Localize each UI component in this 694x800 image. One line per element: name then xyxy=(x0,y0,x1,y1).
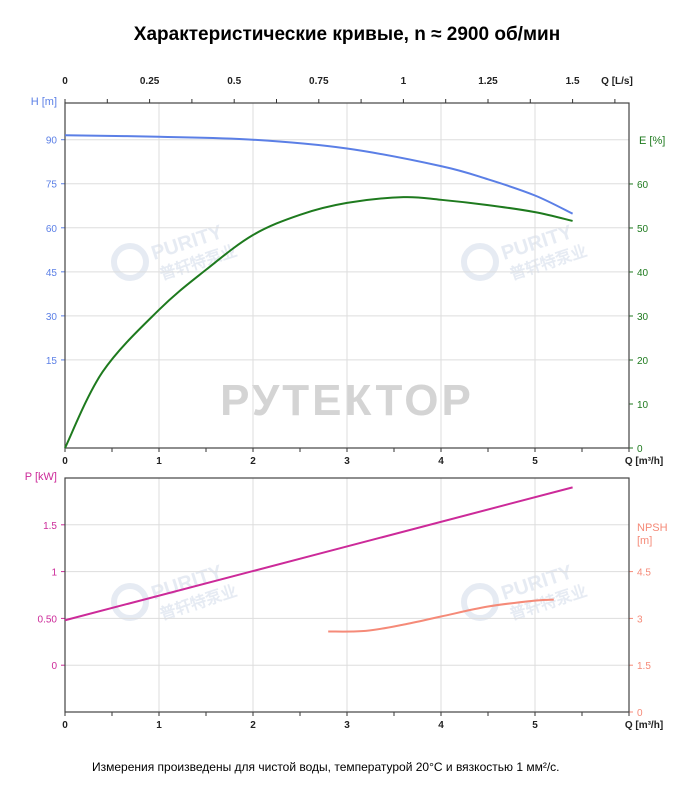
x-tick-label: 1 xyxy=(156,456,162,467)
y-axis-label: P [kW] xyxy=(25,471,57,483)
x-tick-label: 2 xyxy=(250,456,256,467)
watermark-brand: РУТЕКТОР xyxy=(220,376,474,425)
x-tick-label: 1 xyxy=(156,720,162,731)
y2-tick-label: 4.5 xyxy=(637,568,651,579)
y-tick-label: 75 xyxy=(46,180,58,191)
series-line-npsh xyxy=(328,598,554,633)
x-tick-label: 5 xyxy=(532,456,538,467)
y-tick-label: 1.5 xyxy=(43,521,57,532)
x2-tick-label: 1.25 xyxy=(478,76,498,87)
x-axis-label: Q [m³/h] xyxy=(625,456,663,467)
y2-tick-label: 60 xyxy=(637,180,649,191)
y-tick-label: 60 xyxy=(46,224,58,235)
x-tick-label: 0 xyxy=(62,720,68,731)
x-axis-label: Q [m³/h] xyxy=(625,720,663,731)
x2-tick-label: 1.5 xyxy=(566,76,580,87)
x2-tick-label: 1 xyxy=(401,76,407,87)
y2-tick-label: 10 xyxy=(637,400,649,411)
footnote: Измерения произведены для чистой воды, т… xyxy=(92,760,560,774)
y2-tick-label: 20 xyxy=(637,356,649,367)
y2-tick-label: 50 xyxy=(637,224,649,235)
y2-tick-label: 40 xyxy=(637,268,649,279)
x-tick-label: 4 xyxy=(438,720,444,731)
y-tick-label: 15 xyxy=(46,356,58,367)
series-line-e xyxy=(64,196,573,449)
x-tick-label: 2 xyxy=(250,720,256,731)
watermark-logo-icon xyxy=(461,243,499,281)
x2-tick-label: 0.5 xyxy=(227,76,241,87)
x-tick-label: 5 xyxy=(532,720,538,731)
x2-tick-label: 0 xyxy=(62,76,68,87)
series-line-h xyxy=(64,134,574,215)
y-tick-label: 90 xyxy=(46,136,58,147)
y2-tick-label: 1.5 xyxy=(637,661,651,672)
x-tick-label: 4 xyxy=(438,456,444,467)
y-tick-label: 30 xyxy=(46,312,58,323)
x2-tick-label: 0.75 xyxy=(309,76,329,87)
y2-axis-label: NPSH xyxy=(637,522,668,534)
x2-axis-label: Q [L/s] xyxy=(601,76,633,87)
y-tick-label: 0 xyxy=(51,661,57,672)
y-tick-label: 45 xyxy=(46,268,58,279)
x-tick-label: 0 xyxy=(62,456,68,467)
x2-tick-label: 0.25 xyxy=(140,76,160,87)
chart-title: Характеристические кривые, n ≈ 2900 об/м… xyxy=(133,24,561,45)
y2-tick-label: 0 xyxy=(637,708,643,719)
y-tick-label: 1 xyxy=(51,568,57,579)
plot-frame xyxy=(64,477,630,713)
x-tick-label: 3 xyxy=(344,456,350,467)
x-tick-label: 3 xyxy=(344,720,350,731)
y2-tick-label: 0 xyxy=(637,444,643,455)
y2-tick-label: 3 xyxy=(637,614,643,625)
series-line-p xyxy=(64,486,573,622)
y-axis-label: H [m] xyxy=(31,96,57,108)
y2-tick-label: 30 xyxy=(637,312,649,323)
watermark-logo-icon xyxy=(111,243,149,281)
watermark-logo-icon xyxy=(461,583,499,621)
watermark-logo-icon xyxy=(111,583,149,621)
y2-axis-label-unit: [m] xyxy=(637,535,652,547)
y-tick-label: 0.50 xyxy=(38,614,58,625)
y2-axis-label: E [%] xyxy=(639,135,665,147)
